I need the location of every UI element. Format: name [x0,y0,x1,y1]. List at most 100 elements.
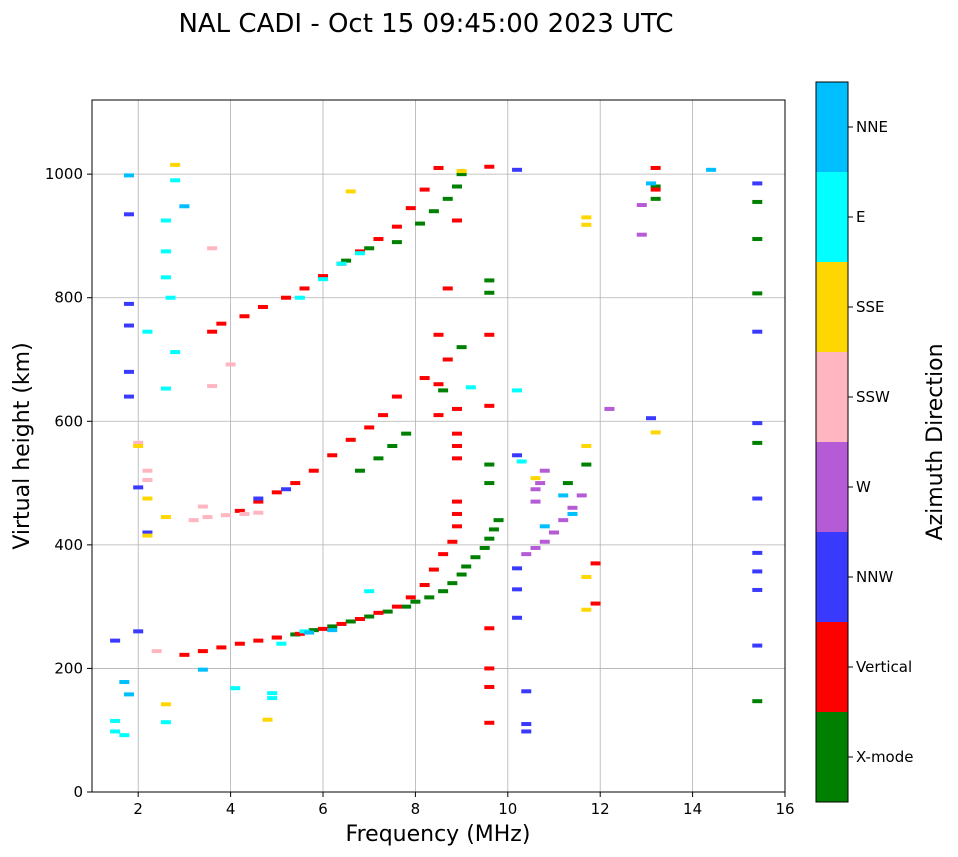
data-point [165,295,176,300]
data-point [123,692,134,697]
data-point [447,539,458,544]
colorbar-segment [816,262,848,352]
data-point [207,329,218,334]
data-point [133,485,144,490]
data-point [752,550,763,555]
data-point [345,437,356,442]
data-point [581,222,592,227]
data-point [308,628,319,633]
data-point [590,601,601,606]
data-point [378,413,389,418]
y-tick-label: 200 [54,659,83,677]
x-tick-label: 4 [226,800,236,818]
data-point [567,505,578,510]
data-point [493,518,504,523]
data-point [650,184,661,189]
data-point [433,332,444,337]
data-point [419,583,430,588]
y-tick-label: 400 [54,536,83,554]
data-point [391,240,402,245]
data-point [123,369,134,374]
data-point [521,689,532,694]
data-point [405,206,416,211]
data-point [142,496,153,501]
data-point [752,291,763,296]
data-point [253,496,264,501]
data-point [123,212,134,217]
data-point [151,649,162,654]
data-point [465,385,476,390]
data-point [345,619,356,624]
x-tick-label: 8 [411,800,421,818]
data-point [373,610,384,615]
data-point [294,631,305,636]
data-point [512,388,523,393]
data-point [225,362,236,367]
data-point [484,481,495,486]
y-tick-label: 1000 [45,165,83,183]
y-tick-label: 800 [54,289,83,307]
data-point [239,511,250,516]
colorbar-label: X-mode [856,748,913,766]
data-point [752,181,763,186]
data-point [271,490,282,495]
colorbar-segment [816,622,848,712]
data-point [234,641,245,646]
data-point [373,237,384,242]
data-point [512,587,523,592]
data-point [336,621,347,626]
data-point [451,431,462,436]
data-point [447,581,458,586]
data-point [650,196,661,201]
data-point [512,453,523,458]
data-point [123,301,134,306]
data-point [304,630,315,635]
data-point [308,468,319,473]
data-point [433,382,444,387]
data-point [581,574,592,579]
colorbar-frame [815,81,849,803]
colorbar-segment [816,442,848,532]
colorbar-segment [816,712,848,802]
data-point [752,329,763,334]
data-point [391,224,402,229]
data-point [234,508,245,513]
colorbar-label: NNE [856,118,888,136]
data-point [438,552,449,557]
data-point [276,641,287,646]
data-point [451,456,462,461]
colorbar-label: SSE [856,298,885,316]
data-point [424,595,435,600]
data-point [521,552,532,557]
data-point [123,173,134,178]
x-axis-label: Frequency (MHz) [346,822,531,847]
data-point [290,481,301,486]
data-point [706,167,717,172]
data-point [364,425,375,430]
data-point [160,702,171,707]
data-point [752,440,763,445]
data-point [179,652,190,657]
colorbar-label: E [856,208,865,226]
data-point [327,628,338,633]
data-point [576,493,587,498]
data-point [253,499,264,504]
data-point [530,476,541,481]
data-point [530,499,541,504]
grid-lines [92,100,785,792]
data-point [752,237,763,242]
data-point [484,536,495,541]
data-point [752,699,763,704]
data-point [336,261,347,266]
data-point [354,468,365,473]
data-point [391,604,402,609]
data-point [142,477,153,482]
data-point [387,444,398,448]
data-point [488,527,499,532]
data-point [142,533,153,538]
data-point [271,635,282,640]
data-point [188,518,199,523]
colorbar-label: Vertical [856,658,912,676]
colorbar: X-mode Vertical NNW W SSW SSE E NNE [815,81,913,803]
